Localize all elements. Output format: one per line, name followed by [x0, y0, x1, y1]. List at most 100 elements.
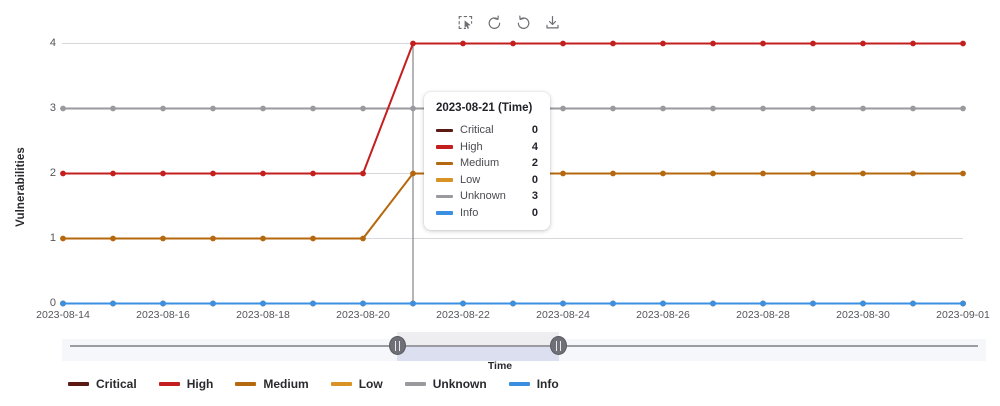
y-tick-label: 0	[49, 296, 56, 309]
range-slider-selection-top[interactable]	[397, 332, 559, 345]
legend-item-info[interactable]: Info	[508, 377, 559, 391]
series-high	[60, 40, 966, 177]
tooltip-series-value: 2	[531, 157, 538, 170]
box-select-icon[interactable]	[455, 12, 475, 32]
data-point	[410, 105, 416, 112]
tooltip-row: Critical 0	[436, 122, 538, 139]
data-point	[910, 40, 916, 47]
y-tick-label: 3	[49, 101, 56, 114]
redo-icon[interactable]	[513, 12, 533, 32]
x-tick-label: 2023-08-30	[836, 309, 890, 321]
range-end-handle[interactable]	[550, 336, 567, 355]
legend-item-medium[interactable]: Medium	[235, 377, 309, 391]
data-point	[960, 300, 966, 307]
data-point	[160, 300, 166, 307]
x-tick-label: 2023-08-28	[736, 309, 790, 321]
data-point	[410, 170, 416, 177]
data-point	[660, 300, 666, 307]
legend-label: Medium	[263, 377, 309, 391]
data-point	[810, 170, 816, 177]
x-tick-label: 2023-08-20	[336, 309, 390, 321]
tooltip-series-label: Info	[460, 206, 479, 219]
data-point	[710, 170, 716, 177]
tooltip-color-swatch	[436, 161, 453, 165]
tooltip-row: Low 0	[436, 172, 538, 189]
data-point	[310, 105, 316, 112]
legend-color-swatch	[508, 382, 530, 386]
data-point	[260, 235, 266, 242]
data-point	[810, 40, 816, 47]
data-point	[810, 105, 816, 112]
data-point	[660, 105, 666, 112]
legend-color-swatch	[68, 382, 89, 386]
data-point	[260, 300, 266, 307]
data-point	[160, 105, 166, 112]
data-point	[610, 40, 616, 47]
chart-tooltip: 2023-08-21 (Time) Critical 0 High 4 Medium 2 L…	[424, 92, 550, 230]
data-point	[110, 300, 116, 307]
data-point	[710, 40, 716, 47]
data-point	[560, 40, 566, 47]
x-tick-label: 2023-08-26	[636, 309, 690, 321]
x-axis-title: Time	[487, 360, 513, 372]
data-point	[910, 300, 916, 307]
tooltip-series-value: 0	[531, 124, 538, 137]
legend-item-critical[interactable]: Critical	[68, 377, 137, 391]
data-point	[910, 170, 916, 177]
undo-icon[interactable]	[484, 12, 504, 32]
tooltip-color-swatch	[436, 145, 453, 149]
data-point	[960, 105, 966, 112]
tooltip-series-label: High	[460, 140, 483, 153]
legend-label: High	[186, 377, 214, 391]
data-point	[560, 170, 566, 177]
tooltip-series-value: 0	[531, 173, 538, 186]
data-point	[210, 170, 216, 177]
legend-color-swatch	[158, 382, 180, 386]
x-tick-label: 2023-08-24	[536, 309, 590, 321]
tooltip-color-swatch	[436, 178, 453, 182]
data-point	[760, 105, 766, 112]
data-point	[560, 300, 566, 307]
y-tick-label: 1	[49, 231, 56, 244]
data-point	[410, 40, 416, 47]
range-slider-selection[interactable]	[397, 345, 559, 361]
legend-color-swatch	[404, 382, 426, 386]
data-point	[660, 170, 666, 177]
legend-item-high[interactable]: High	[158, 377, 214, 391]
data-point	[360, 170, 366, 177]
data-point	[60, 235, 66, 242]
y-tick-label: 2	[49, 166, 56, 179]
data-point	[110, 235, 116, 242]
tooltip-series-label: Critical	[460, 124, 494, 137]
data-point	[60, 105, 66, 112]
legend-item-low[interactable]: Low	[330, 377, 383, 391]
data-point	[860, 105, 866, 112]
range-start-handle[interactable]	[389, 336, 406, 355]
tooltip-series-label: Unknown	[460, 190, 506, 203]
range-slider-track[interactable]	[70, 344, 978, 347]
data-point	[160, 235, 166, 242]
tooltip-color-swatch	[436, 194, 453, 198]
tooltip-title: 2023-08-21 (Time)	[436, 102, 533, 114]
legend-color-swatch	[235, 382, 257, 386]
chart-legend: Critical High Medium Low Unknown Info	[0, 377, 1000, 391]
data-point	[710, 300, 716, 307]
tooltip-row: High 4	[436, 139, 538, 156]
data-point	[710, 105, 716, 112]
series-info	[60, 300, 966, 307]
data-point	[60, 170, 66, 177]
grip-icon	[395, 340, 400, 351]
grip-icon	[556, 340, 561, 351]
legend-item-unknown[interactable]: Unknown	[404, 377, 487, 391]
tooltip-series-label: Low	[460, 173, 481, 186]
data-point	[510, 40, 516, 47]
download-icon[interactable]	[542, 12, 562, 32]
tooltip-row: Info 0	[436, 205, 538, 222]
data-point	[910, 105, 916, 112]
chart-toolbar	[455, 12, 562, 32]
tooltip-series-value: 4	[531, 140, 538, 153]
x-tick-label: 2023-08-22	[436, 309, 490, 321]
legend-label: Critical	[96, 377, 137, 391]
data-point	[860, 40, 866, 47]
data-point	[560, 105, 566, 112]
